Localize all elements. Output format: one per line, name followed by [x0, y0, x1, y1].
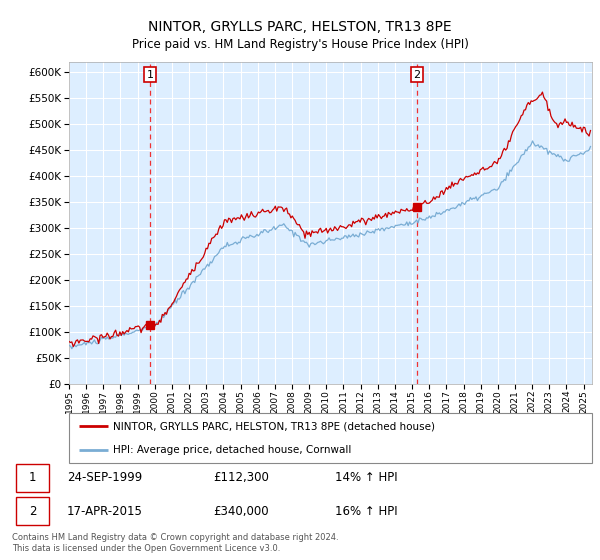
Text: Price paid vs. HM Land Registry's House Price Index (HPI): Price paid vs. HM Land Registry's House … — [131, 38, 469, 51]
Text: NINTOR, GRYLLS PARC, HELSTON, TR13 8PE: NINTOR, GRYLLS PARC, HELSTON, TR13 8PE — [148, 20, 452, 34]
Text: 24-SEP-1999: 24-SEP-1999 — [67, 471, 142, 484]
Text: 1: 1 — [146, 69, 154, 80]
Text: 2: 2 — [29, 505, 37, 517]
FancyBboxPatch shape — [69, 413, 592, 463]
Text: 1: 1 — [29, 471, 37, 484]
FancyBboxPatch shape — [16, 497, 49, 525]
Text: 17-APR-2015: 17-APR-2015 — [67, 505, 143, 517]
Text: NINTOR, GRYLLS PARC, HELSTON, TR13 8PE (detached house): NINTOR, GRYLLS PARC, HELSTON, TR13 8PE (… — [113, 421, 436, 431]
Text: Contains HM Land Registry data © Crown copyright and database right 2024.
This d: Contains HM Land Registry data © Crown c… — [12, 533, 338, 553]
Text: 16% ↑ HPI: 16% ↑ HPI — [335, 505, 397, 517]
Text: HPI: Average price, detached house, Cornwall: HPI: Average price, detached house, Corn… — [113, 445, 352, 455]
Text: 2: 2 — [413, 69, 421, 80]
FancyBboxPatch shape — [16, 464, 49, 492]
Text: £340,000: £340,000 — [214, 505, 269, 517]
Text: £112,300: £112,300 — [214, 471, 269, 484]
Text: 14% ↑ HPI: 14% ↑ HPI — [335, 471, 397, 484]
